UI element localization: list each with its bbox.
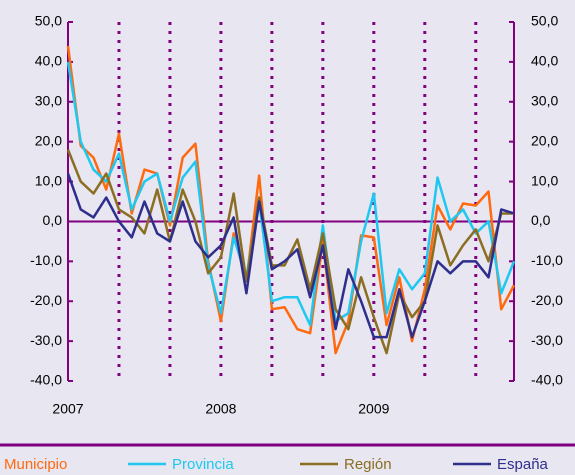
- y2-tick-label: -40,0: [531, 372, 563, 388]
- legend-label: Municipio: [4, 456, 67, 473]
- y2-tick-label: 10,0: [531, 172, 558, 188]
- y2-tick-label: -20,0: [531, 292, 563, 308]
- legend-label: Región: [344, 456, 392, 473]
- legend-label: Provincia: [172, 456, 234, 473]
- y-tick-label: -30,0: [30, 332, 62, 348]
- y-tick-label: -10,0: [30, 252, 62, 268]
- y2-tick-label: 30,0: [531, 92, 558, 108]
- y2-tick-label: -10,0: [531, 252, 563, 268]
- y-tick-label: 50,0: [35, 13, 62, 29]
- series-line: [66, 149, 514, 355]
- y-tick-label: -40,0: [30, 372, 62, 388]
- x-tick-label: 2009: [358, 401, 389, 417]
- y-tick-label: 30,0: [35, 92, 62, 108]
- y2-tick-label: 50,0: [531, 13, 558, 29]
- y2-tick-label: 0,0: [531, 212, 551, 228]
- series-line: [66, 45, 516, 355]
- y-tick-label: 40,0: [35, 53, 62, 69]
- y-tick-label: 0,0: [43, 212, 63, 228]
- x-tick-label: 2007: [52, 401, 83, 417]
- y-tick-label: 10,0: [35, 172, 62, 188]
- series-line: [66, 61, 516, 327]
- legend-label: España: [497, 456, 549, 473]
- x-tick-label: 2008: [205, 401, 236, 417]
- y-tick-label: 20,0: [35, 132, 62, 148]
- y2-tick-label: -30,0: [531, 332, 563, 348]
- y2-tick-label: 40,0: [531, 53, 558, 69]
- series-line: [66, 173, 515, 339]
- y2-tick-label: 20,0: [531, 132, 558, 148]
- y-tick-label: -20,0: [30, 292, 62, 308]
